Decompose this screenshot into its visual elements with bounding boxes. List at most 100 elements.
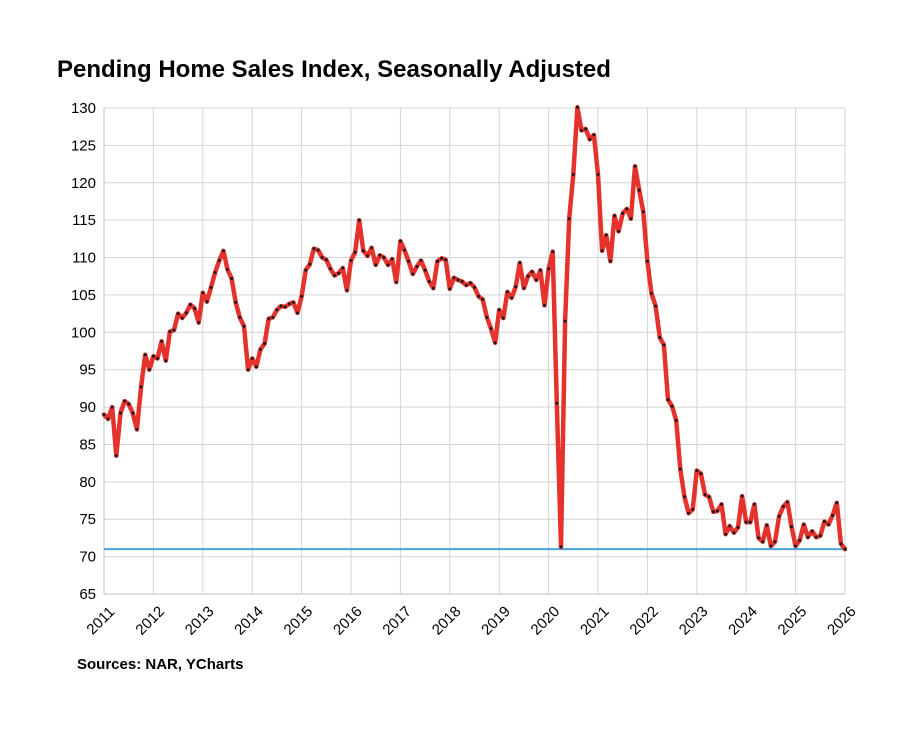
data-point xyxy=(501,316,505,320)
data-point xyxy=(349,259,353,262)
data-point xyxy=(296,311,299,315)
data-point xyxy=(308,262,312,266)
data-point xyxy=(102,413,106,417)
data-point xyxy=(143,353,147,357)
data-point xyxy=(250,357,254,360)
data-point xyxy=(456,278,460,282)
y-tick-label: 120 xyxy=(71,175,96,192)
data-point xyxy=(790,525,793,529)
data-point xyxy=(563,319,567,323)
data-point xyxy=(827,523,830,526)
data-point xyxy=(127,402,131,406)
data-point xyxy=(736,526,740,529)
x-tick-label: 2012 xyxy=(132,603,168,639)
data-point xyxy=(831,514,835,517)
data-point xyxy=(452,276,456,280)
data-point xyxy=(168,330,172,334)
data-point xyxy=(798,538,802,542)
data-point xyxy=(514,285,518,289)
data-point xyxy=(522,286,526,290)
data-point xyxy=(415,265,419,268)
data-point xyxy=(164,359,168,363)
chart-title: Pending Home Sales Index, Seasonally Adj… xyxy=(57,56,611,83)
data-point xyxy=(683,495,686,499)
data-point xyxy=(300,294,304,298)
data-point xyxy=(390,257,394,261)
data-point xyxy=(337,271,341,275)
data-point xyxy=(695,469,699,473)
data-point xyxy=(810,529,814,533)
data-point xyxy=(608,259,612,263)
data-point xyxy=(345,288,349,292)
data-point xyxy=(654,304,658,308)
data-point xyxy=(761,540,765,544)
data-point xyxy=(197,321,201,325)
data-point xyxy=(312,247,316,251)
data-point xyxy=(184,311,188,315)
x-tick-label: 2016 xyxy=(330,603,366,639)
y-tick-label: 115 xyxy=(72,212,96,229)
data-point xyxy=(752,502,756,506)
data-point xyxy=(361,249,365,253)
data-point xyxy=(666,398,670,402)
data-point xyxy=(188,303,192,307)
data-point xyxy=(592,133,596,137)
data-point xyxy=(271,315,275,319)
data-point xyxy=(530,270,534,274)
data-point xyxy=(674,419,678,422)
data-point xyxy=(217,259,221,262)
data-point xyxy=(481,297,485,301)
data-point xyxy=(740,494,744,498)
data-point xyxy=(386,263,390,267)
data-point xyxy=(246,368,250,372)
data-point xyxy=(123,399,127,403)
data-point xyxy=(703,493,707,497)
y-tick-label: 65 xyxy=(79,586,96,603)
data-point xyxy=(835,501,839,505)
data-point xyxy=(629,217,633,221)
data-point xyxy=(226,268,229,271)
data-point xyxy=(468,281,472,285)
data-point xyxy=(670,404,674,408)
x-tick-label: 2022 xyxy=(626,603,662,639)
data-point xyxy=(711,510,715,514)
data-point xyxy=(205,300,209,304)
data-point xyxy=(160,339,164,343)
data-point xyxy=(357,218,361,222)
y-tick-label: 130 xyxy=(71,100,96,117)
data-point xyxy=(715,509,719,513)
x-tick-label: 2018 xyxy=(429,603,465,639)
data-point xyxy=(551,250,555,254)
data-point xyxy=(613,214,616,218)
data-point xyxy=(374,263,378,267)
data-point xyxy=(497,308,501,312)
data-point xyxy=(382,256,386,259)
data-point xyxy=(781,505,785,508)
data-point xyxy=(156,357,159,360)
y-tick-label: 105 xyxy=(71,287,96,304)
data-point xyxy=(444,258,448,262)
data-point xyxy=(234,300,238,304)
data-point xyxy=(353,250,357,254)
data-point xyxy=(650,291,653,295)
data-point xyxy=(193,306,197,310)
data-point xyxy=(366,254,369,258)
data-point xyxy=(633,164,637,168)
data-point xyxy=(119,411,122,415)
data-point xyxy=(333,274,336,277)
data-point xyxy=(600,249,604,253)
data-point xyxy=(818,534,822,538)
data-point xyxy=(617,229,621,233)
data-point xyxy=(567,217,571,221)
data-point xyxy=(460,280,464,283)
y-tick-label: 110 xyxy=(72,250,96,267)
y-tick-label: 100 xyxy=(71,324,96,341)
data-point xyxy=(728,524,732,528)
data-point xyxy=(489,327,493,331)
y-tick-label: 70 xyxy=(79,549,96,566)
x-tick-label: 2024 xyxy=(725,603,761,639)
data-point xyxy=(543,303,546,307)
data-point xyxy=(658,336,662,339)
data-point xyxy=(283,305,287,309)
